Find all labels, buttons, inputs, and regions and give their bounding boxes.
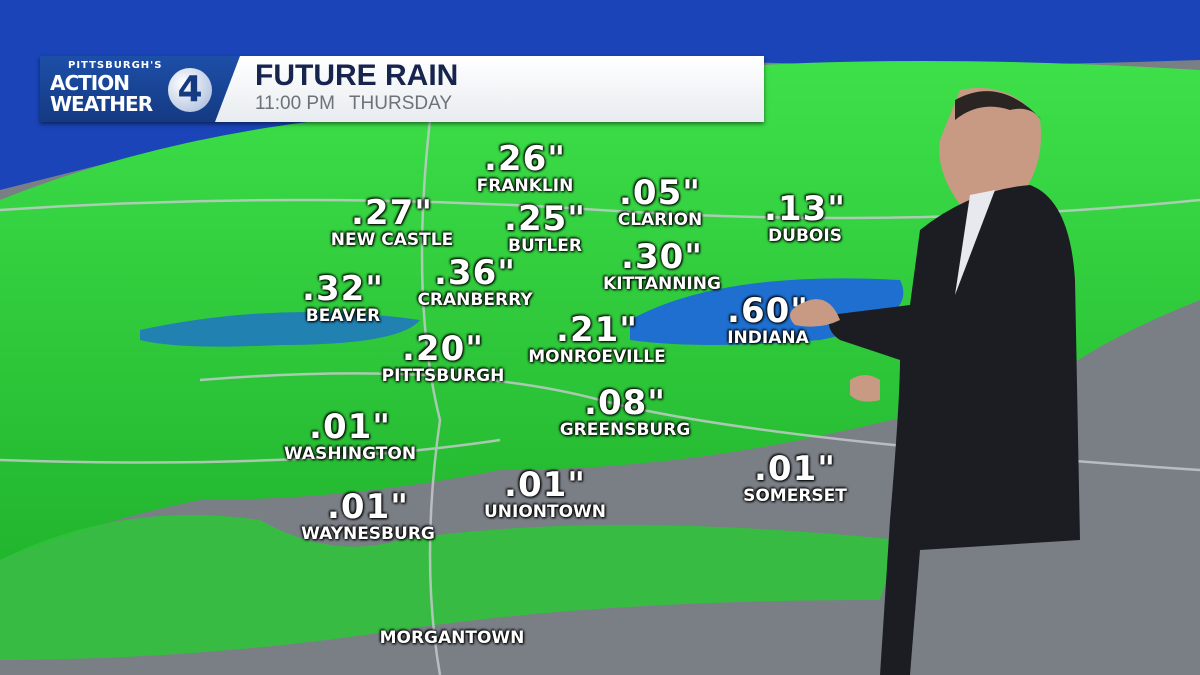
city-name: DUBOIS — [768, 226, 842, 246]
rain-total: .20" — [402, 329, 484, 369]
rain-total: .21" — [556, 310, 638, 350]
city-name: SOMERSET — [743, 486, 847, 506]
rain-area-south — [0, 515, 900, 660]
city-name: WASHINGTON — [283, 444, 417, 464]
graphic-title: FUTURE RAIN — [255, 59, 459, 92]
city-name: MORGANTOWN — [379, 628, 525, 648]
moderate-rain-west — [140, 312, 420, 347]
station-logo: PITTSBURGH'S ACTION WEATHER 4 — [40, 56, 240, 122]
location-label: .21" MONROEVILLE — [528, 313, 666, 367]
lake-erie — [0, 0, 1200, 190]
city-name: GREENSBURG — [559, 420, 691, 440]
rain-total: .01" — [327, 487, 409, 527]
logo-text: PITTSBURGH'S — [68, 60, 163, 71]
location-label: .26" FRANKLIN — [477, 142, 574, 196]
city-name: BEAVER — [305, 306, 381, 326]
rain-total: .13" — [764, 189, 846, 229]
title-banner: PITTSBURGH'S ACTION WEATHER 4 FUTURE RAIN… — [40, 56, 764, 122]
city-name: NEW CASTLE — [330, 230, 454, 250]
rain-total: .30" — [621, 237, 703, 277]
location-label: .27" NEW CASTLE — [331, 196, 453, 250]
rain-total: .05" — [619, 173, 701, 213]
city-name: INDIANA — [727, 328, 809, 348]
city-name: MONROEVILLE — [528, 347, 666, 367]
location-label: .36" CRANBERRY — [417, 256, 532, 310]
rain-total: .25" — [504, 199, 586, 239]
rain-total: .32" — [302, 269, 384, 309]
city-name: FRANKLIN — [476, 176, 574, 196]
rain-total: .01" — [504, 465, 586, 505]
rain-total: .08" — [584, 383, 666, 423]
logo-number: 4 — [168, 68, 212, 112]
rain-total: .01" — [754, 449, 836, 489]
location-label: MORGANTOWN — [380, 628, 525, 648]
location-label: .01" WASHINGTON — [284, 410, 416, 464]
city-name: BUTLER — [508, 236, 582, 256]
location-label: .30" KITTANNING — [603, 240, 721, 294]
location-label: .25" BUTLER — [504, 202, 586, 256]
location-label: .20" PITTSBURGH — [382, 332, 505, 386]
city-name: UNIONTOWN — [483, 502, 607, 522]
city-name: CRANBERRY — [417, 290, 533, 310]
location-label: .01" SOMERSET — [743, 452, 847, 506]
location-label: .32" BEAVER — [302, 272, 384, 326]
city-name: PITTSBURGH — [381, 366, 505, 386]
logo-wordmark: ACTION WEATHER — [50, 71, 153, 116]
location-label: .13" DUBOIS — [764, 192, 846, 246]
rain-total: .36" — [434, 253, 516, 293]
rain-total: .26" — [484, 139, 566, 179]
location-label: .05" CLARION — [618, 176, 703, 230]
city-name: CLARION — [617, 210, 703, 230]
forecast-time: 11:00 PM THURSDAY — [255, 93, 453, 114]
city-name: WAYNESBURG — [301, 524, 435, 544]
presenter — [790, 88, 1080, 675]
location-label: .01" UNIONTOWN — [484, 468, 606, 522]
location-label: .01" WAYNESBURG — [301, 490, 435, 544]
rain-total: .01" — [309, 407, 391, 447]
city-name: KITTANNING — [603, 274, 721, 294]
rain-total: .27" — [351, 193, 433, 233]
location-label: .08" GREENSBURG — [560, 386, 691, 440]
rain-area — [0, 61, 1200, 560]
